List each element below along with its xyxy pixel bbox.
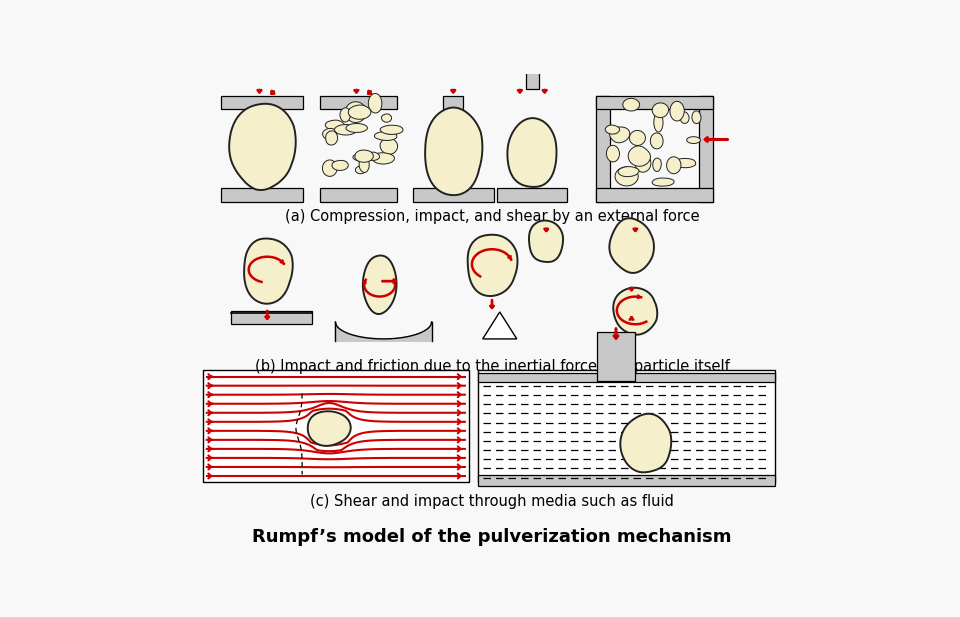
Polygon shape <box>508 118 557 187</box>
Polygon shape <box>425 107 483 195</box>
Text: (a) Compression, impact, and shear by an external force: (a) Compression, impact, and shear by an… <box>285 209 699 224</box>
Polygon shape <box>635 154 651 172</box>
Polygon shape <box>323 128 337 139</box>
Bar <box>320 96 397 109</box>
Polygon shape <box>323 160 337 176</box>
Polygon shape <box>620 414 671 472</box>
Polygon shape <box>381 114 392 122</box>
Bar <box>230 311 312 323</box>
Polygon shape <box>346 102 367 123</box>
Polygon shape <box>363 255 396 314</box>
Polygon shape <box>335 322 432 341</box>
Polygon shape <box>380 125 403 135</box>
Polygon shape <box>468 234 517 296</box>
Polygon shape <box>355 150 373 162</box>
Polygon shape <box>229 104 296 190</box>
Polygon shape <box>346 123 368 133</box>
Polygon shape <box>355 166 366 174</box>
Bar <box>526 12 539 89</box>
Text: (b) Impact and friction due to the inertial force of a particle itself: (b) Impact and friction due to the inert… <box>254 359 730 374</box>
Polygon shape <box>308 412 350 446</box>
Bar <box>221 188 302 202</box>
Polygon shape <box>630 130 645 146</box>
Polygon shape <box>670 101 684 121</box>
Polygon shape <box>334 125 356 135</box>
Polygon shape <box>483 312 516 339</box>
Text: Rumpf’s model of the pulverization mechanism: Rumpf’s model of the pulverization mecha… <box>252 528 732 546</box>
Polygon shape <box>613 288 658 334</box>
Polygon shape <box>369 93 382 113</box>
Bar <box>497 188 567 202</box>
Bar <box>413 188 493 202</box>
Polygon shape <box>340 108 350 122</box>
Polygon shape <box>366 152 379 160</box>
Polygon shape <box>618 167 639 176</box>
Polygon shape <box>610 127 630 143</box>
Polygon shape <box>526 167 539 180</box>
Polygon shape <box>332 160 348 170</box>
Polygon shape <box>383 126 396 134</box>
Polygon shape <box>353 154 371 161</box>
Polygon shape <box>692 111 701 123</box>
Polygon shape <box>654 113 663 132</box>
Polygon shape <box>380 138 397 154</box>
Polygon shape <box>325 131 338 145</box>
Bar <box>596 96 713 109</box>
Polygon shape <box>348 105 371 119</box>
Bar <box>478 370 775 482</box>
Polygon shape <box>610 218 654 273</box>
Polygon shape <box>666 157 681 174</box>
Polygon shape <box>653 158 661 172</box>
Polygon shape <box>650 133 663 149</box>
Polygon shape <box>607 146 619 162</box>
Polygon shape <box>686 137 701 144</box>
Polygon shape <box>359 154 370 173</box>
Bar <box>699 96 713 202</box>
Polygon shape <box>374 132 396 141</box>
Polygon shape <box>623 98 639 111</box>
Bar <box>478 475 775 486</box>
Polygon shape <box>529 220 564 262</box>
Bar <box>596 332 636 381</box>
Text: (c) Shear and impact through media such as fluid: (c) Shear and impact through media such … <box>310 494 674 508</box>
Bar <box>444 96 464 129</box>
Bar <box>320 188 397 202</box>
Bar <box>596 188 713 202</box>
Polygon shape <box>372 153 395 164</box>
Polygon shape <box>615 167 638 186</box>
Polygon shape <box>652 103 668 118</box>
Bar <box>203 370 468 482</box>
Bar <box>596 96 611 202</box>
Polygon shape <box>325 120 345 130</box>
Polygon shape <box>605 125 619 134</box>
Polygon shape <box>244 239 293 304</box>
Polygon shape <box>652 178 674 186</box>
Polygon shape <box>681 112 689 123</box>
Bar <box>478 373 775 382</box>
Bar <box>221 96 302 109</box>
Polygon shape <box>674 159 696 168</box>
Polygon shape <box>628 146 651 166</box>
